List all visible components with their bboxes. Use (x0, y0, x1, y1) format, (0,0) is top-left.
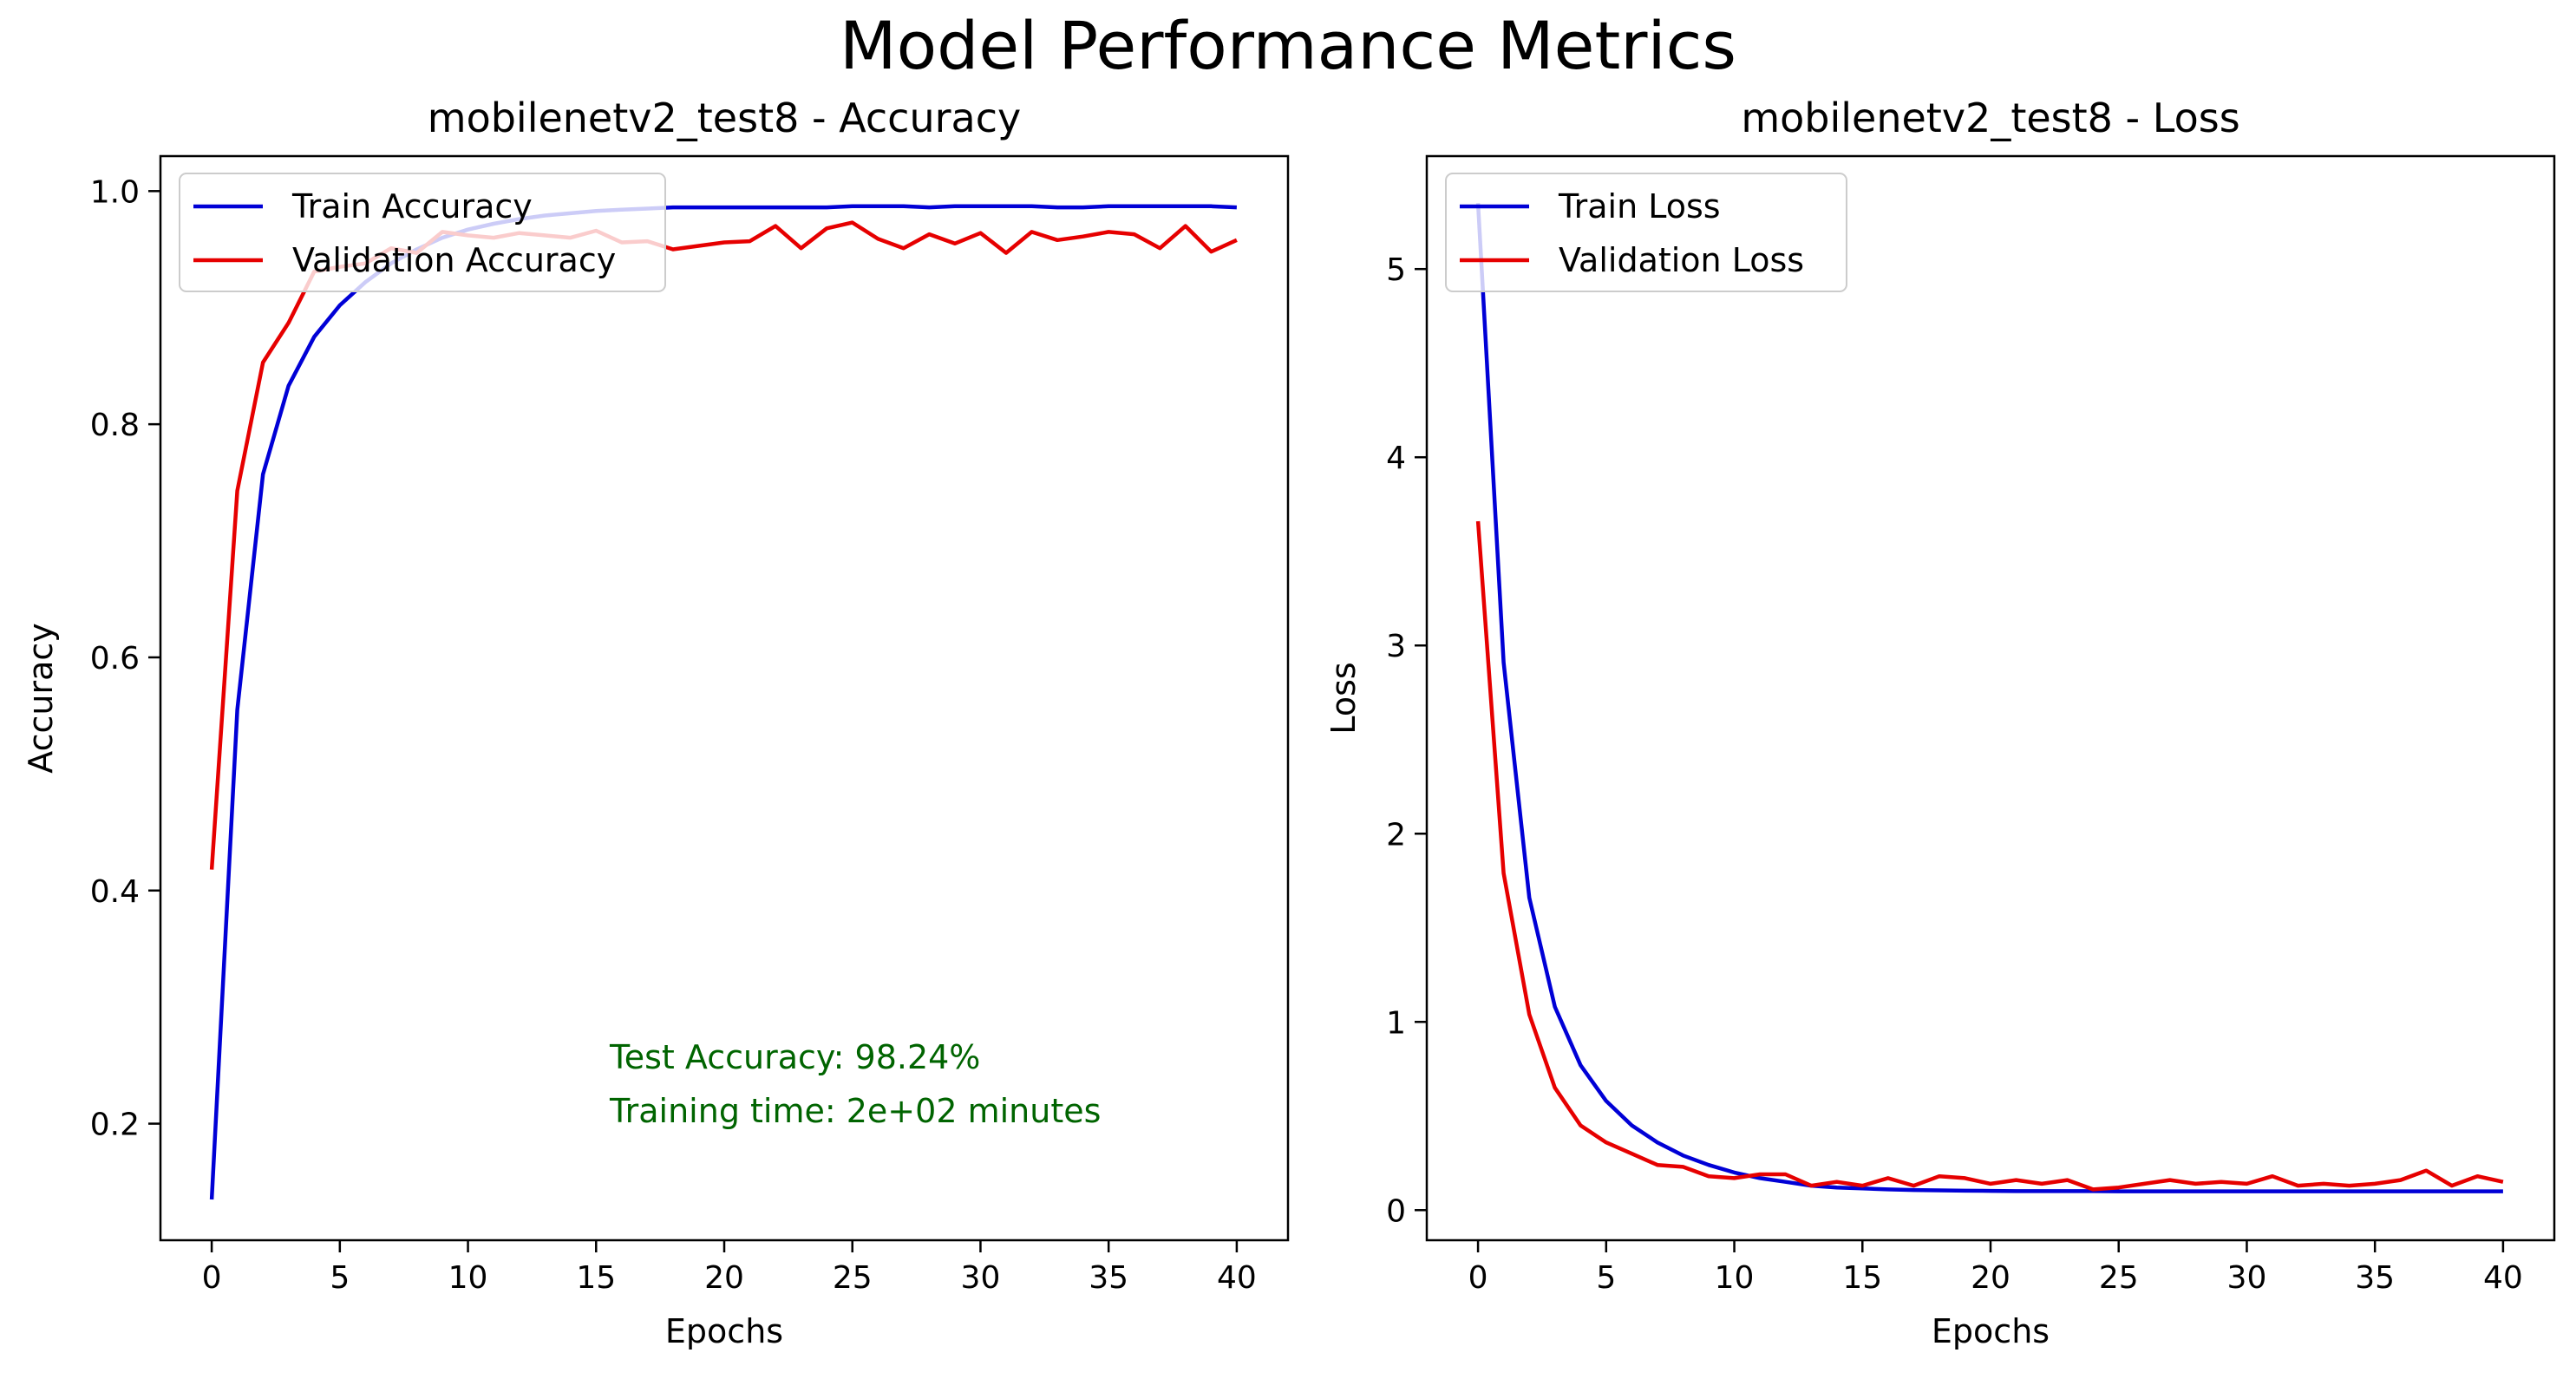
legend-box (1445, 173, 1847, 292)
x-tick-label: 20 (1971, 1260, 2010, 1296)
y-tick-label: 3 (1386, 629, 1406, 664)
x-tick-label: 30 (961, 1260, 1001, 1296)
series-line-train-loss (1475, 203, 2503, 1193)
legend-label: Train Loss (1558, 187, 1721, 225)
x-tick-label: 0 (202, 1260, 222, 1296)
x-tick-label: 20 (704, 1260, 744, 1296)
x-tick-label: 30 (2227, 1260, 2267, 1296)
accuracy-panel: mobilenetv2_test8 - Accuracy 0 5 10 15 20 25 30… (22, 95, 1290, 1350)
x-tick-label: 35 (2355, 1260, 2395, 1296)
x-tick-label: 25 (833, 1260, 873, 1296)
subplot-title: mobilenetv2_test8 - Loss (1741, 95, 2239, 141)
x-axis-label: Epochs (665, 1312, 783, 1350)
figure-suptitle: Model Performance Metrics (840, 7, 1736, 84)
legend: Train Accuracy Validation Accuracy (179, 173, 666, 292)
x-tick-label: 5 (1596, 1260, 1616, 1296)
x-axis-label: Epochs (1932, 1312, 2050, 1350)
annotation-text: Test Accuracy: 98.24% (609, 1038, 980, 1076)
y-tick-label: 4 (1386, 441, 1406, 476)
y-tick-label: 0.4 (90, 874, 140, 910)
y-tick-label: 0.8 (90, 408, 140, 443)
series-line-validation-loss (1475, 520, 2504, 1192)
y-tick-label: 0.6 (90, 641, 140, 676)
x-tick-label: 5 (330, 1260, 350, 1296)
legend-box (179, 173, 666, 292)
x-tick-label: 35 (1089, 1260, 1128, 1296)
y-tick-label: 2 (1386, 817, 1406, 853)
x-tick-label: 25 (2099, 1260, 2139, 1296)
x-tick-label: 15 (576, 1260, 616, 1296)
y-tick-label: 5 (1386, 252, 1406, 288)
legend: Train Loss Validation Loss (1445, 173, 1847, 292)
x-tick-label: 10 (1715, 1260, 1755, 1296)
legend-label: Train Accuracy (291, 187, 533, 225)
y-tick-label: 1.0 (90, 174, 140, 210)
y-tick-label: 0.2 (90, 1108, 140, 1143)
legend-label: Validation Accuracy (292, 241, 616, 279)
subplot-title: mobilenetv2_test8 - Accuracy (428, 95, 1021, 141)
x-tick-label: 15 (1842, 1260, 1882, 1296)
legend-label: Validation Loss (1559, 241, 1804, 279)
x-tick-label: 10 (448, 1260, 488, 1296)
y-axis-label: Accuracy (22, 623, 60, 774)
y-axis-label: Loss (1324, 662, 1363, 734)
y-tick-label: 0 (1386, 1193, 1406, 1229)
annotation-text: Training time: 2e+02 minutes (609, 1092, 1101, 1130)
x-tick-label: 40 (2483, 1260, 2523, 1296)
x-tick-label: 0 (1468, 1260, 1488, 1296)
y-tick-label: 1 (1386, 1005, 1406, 1041)
x-tick-label: 40 (1217, 1260, 1257, 1296)
